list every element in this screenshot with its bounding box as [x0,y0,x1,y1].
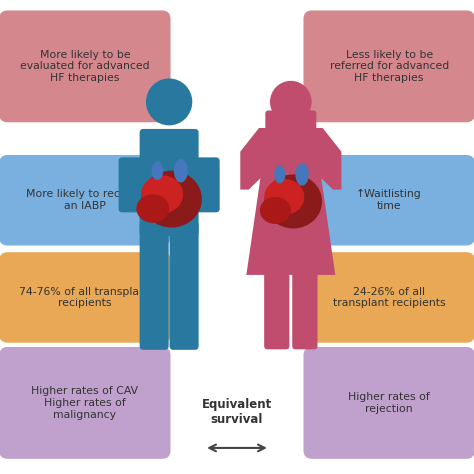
FancyBboxPatch shape [0,10,171,122]
Text: ↑Waitlisting
time: ↑Waitlisting time [356,190,422,211]
FancyBboxPatch shape [140,221,169,350]
Ellipse shape [174,159,188,182]
FancyBboxPatch shape [170,221,199,350]
Text: 24-26% of all
transplant recipients: 24-26% of all transplant recipients [333,287,446,308]
Ellipse shape [137,194,169,223]
Circle shape [271,82,311,122]
Ellipse shape [141,171,202,228]
Text: Higher rates of
rejection: Higher rates of rejection [348,392,430,414]
Text: More likely to be
evaluated for advanced
HF therapies: More likely to be evaluated for advanced… [20,50,150,83]
FancyBboxPatch shape [303,10,474,122]
FancyBboxPatch shape [292,262,318,349]
FancyBboxPatch shape [118,157,148,212]
Ellipse shape [260,197,291,224]
FancyBboxPatch shape [265,110,316,179]
Polygon shape [240,128,268,190]
Text: 74-76% of all transplant
recipients: 74-76% of all transplant recipients [19,287,150,308]
FancyBboxPatch shape [303,252,474,343]
FancyBboxPatch shape [303,155,474,246]
Polygon shape [313,128,341,190]
FancyBboxPatch shape [264,262,290,349]
FancyBboxPatch shape [190,157,219,212]
Ellipse shape [141,175,183,213]
Ellipse shape [295,163,309,186]
Ellipse shape [274,165,285,183]
Text: Higher rates of CAV
Higher rates of
malignancy: Higher rates of CAV Higher rates of mali… [31,386,138,419]
Text: Equivalent
survival: Equivalent survival [202,398,272,427]
FancyBboxPatch shape [0,347,171,459]
Circle shape [146,79,191,125]
FancyBboxPatch shape [0,155,171,246]
Ellipse shape [264,174,322,228]
Text: More likely to receive
an IABP: More likely to receive an IABP [27,190,143,211]
FancyBboxPatch shape [303,347,474,459]
Text: Less likely to be
referred for advanced
HF therapies: Less likely to be referred for advanced … [329,50,449,83]
Ellipse shape [152,161,163,180]
Polygon shape [246,123,335,275]
FancyBboxPatch shape [0,252,171,343]
Ellipse shape [264,179,304,215]
FancyBboxPatch shape [140,129,199,236]
